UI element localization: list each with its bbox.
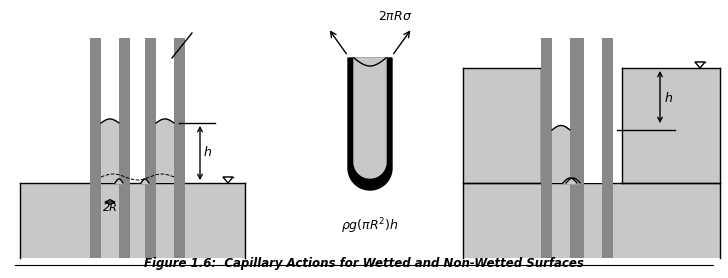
Bar <box>463 183 720 258</box>
Bar <box>119 38 130 258</box>
Bar <box>174 38 185 258</box>
Bar <box>463 68 541 183</box>
Text: h: h <box>204 147 212 160</box>
Text: $\rho g(\pi R^2)h$: $\rho g(\pi R^2)h$ <box>341 216 399 235</box>
Bar <box>602 38 613 258</box>
Bar <box>573 38 584 258</box>
Bar <box>90 38 101 258</box>
Bar <box>145 38 156 258</box>
Bar <box>622 68 720 183</box>
Text: Figure 1.6:  Capillary Actions for Wetted and Non-Wetted Surfaces: Figure 1.6: Capillary Actions for Wetted… <box>144 257 584 270</box>
Bar <box>552 38 570 183</box>
Polygon shape <box>354 58 386 178</box>
Bar <box>101 123 119 183</box>
Text: h: h <box>665 93 673 105</box>
Bar <box>156 123 174 183</box>
Text: $2\pi R\sigma$: $2\pi R\sigma$ <box>378 10 412 23</box>
Bar <box>584 38 602 183</box>
Bar <box>541 38 552 258</box>
Text: 2R: 2R <box>103 203 117 213</box>
Polygon shape <box>223 177 233 183</box>
Polygon shape <box>695 62 705 68</box>
Bar <box>552 130 570 183</box>
Bar <box>101 38 119 183</box>
Bar <box>570 38 581 258</box>
Bar <box>20 183 245 258</box>
Bar <box>156 38 174 183</box>
Polygon shape <box>348 58 392 190</box>
